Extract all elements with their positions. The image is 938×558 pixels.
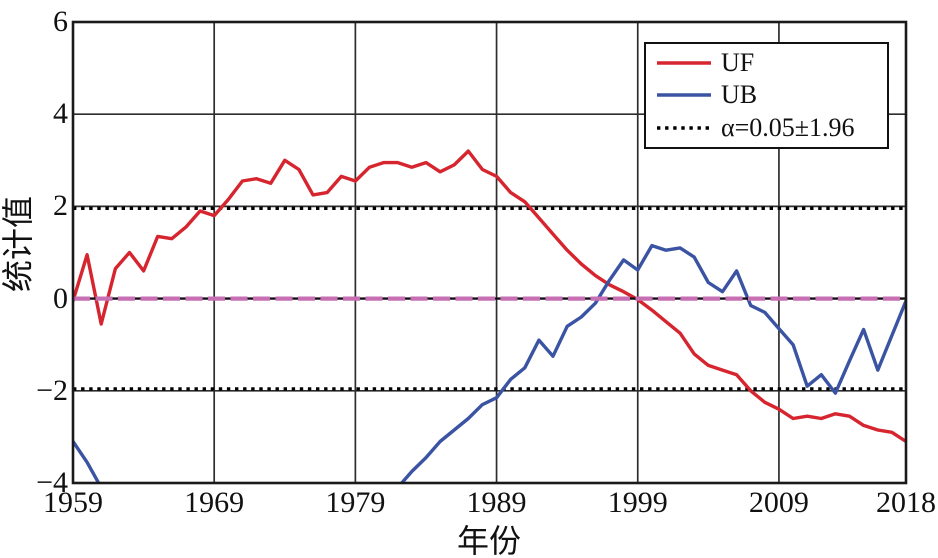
legend-row-uf: UF xyxy=(646,48,887,79)
data-series xyxy=(73,149,906,483)
y-tick-label-−2: −2 xyxy=(36,373,68,407)
y-tick-label-−4: −4 xyxy=(36,466,68,499)
legend-alpha-label: α=0.05±1.96 xyxy=(721,112,855,142)
alpha-dotted-line-sample xyxy=(657,126,711,130)
x-tick-label-2009: 2009 xyxy=(748,486,809,519)
y-tick-label-0: 0 xyxy=(53,281,68,315)
significance-lines xyxy=(73,206,906,391)
uf-line xyxy=(73,149,906,444)
ub-line xyxy=(73,243,906,483)
x-tick-label-1989: 1989 xyxy=(466,486,527,519)
x-tick-label-1969: 1969 xyxy=(184,486,245,519)
y-axis-title: 统计值 xyxy=(0,196,36,293)
y-tick-label-4: 4 xyxy=(53,97,68,131)
legend-row-alpha: α=0.05±1.96 xyxy=(646,112,887,143)
ub-line-sample xyxy=(657,93,711,98)
y-tick-label-2: 2 xyxy=(53,189,68,223)
x-tick-label-1959: 1959 xyxy=(43,486,103,519)
uf-line-sample xyxy=(657,61,711,65)
legend-row-ub: UB xyxy=(646,80,887,111)
legend-uf-label: UF xyxy=(721,48,755,78)
legend-ub-label: UB xyxy=(721,80,758,110)
legend-box: UF UB α=0.05±1.96 xyxy=(644,42,889,149)
plot-border xyxy=(71,20,908,485)
x-axis-title: 年份 xyxy=(456,523,521,558)
x-tick-label-1999: 1999 xyxy=(607,486,668,519)
x-tick-label-2018: 2018 xyxy=(876,486,936,519)
y-tick-label-6: 6 xyxy=(53,5,68,38)
x-tick-label-1979: 1979 xyxy=(325,486,386,519)
